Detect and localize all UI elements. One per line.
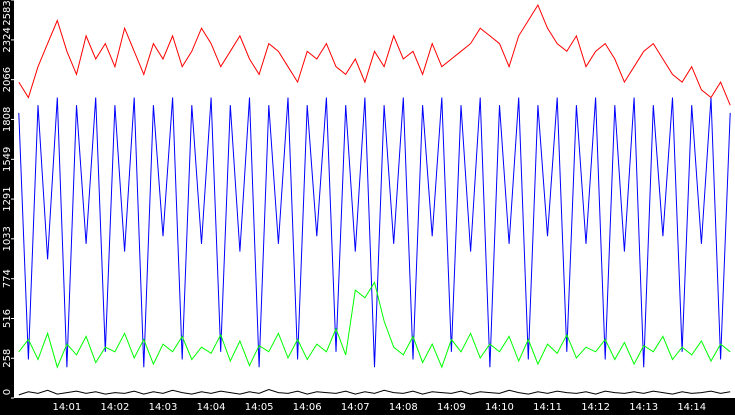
x-tick-label: 14:13 [629, 402, 658, 413]
y-tick-label: 1291 [2, 186, 13, 211]
x-tick-label: 14:05 [245, 402, 274, 413]
x-tick-label: 14:07 [341, 402, 370, 413]
y-tick-label: 1808 [2, 107, 13, 132]
x-tick-label: 14:12 [581, 402, 610, 413]
series-line [18, 388, 731, 396]
y-tick-label: 774 [2, 269, 13, 288]
y-tick-label: 1033 [2, 226, 13, 251]
y-tick-label: 2066 [2, 67, 13, 92]
x-tick-label: 14:09 [437, 402, 466, 413]
x-tick-label: 14:06 [293, 402, 322, 413]
x-tick-label: 14:14 [677, 402, 706, 413]
x-tick-label: 14:03 [149, 402, 178, 413]
y-tick-label: 1549 [2, 147, 13, 172]
plot-area [14, 0, 735, 398]
y-tick-label: 0 [2, 389, 13, 395]
x-tick-label: 14:01 [52, 402, 81, 413]
y-tick-label: 2583 [2, 0, 13, 25]
y-tick-label: 2324 [2, 27, 13, 52]
series-line [18, 97, 731, 368]
x-tick-label: 14:02 [101, 402, 130, 413]
series-line [18, 4, 731, 106]
x-tick-label: 14:08 [389, 402, 418, 413]
y-tick-label: 258 [2, 349, 13, 368]
x-tick-label: 14:10 [485, 402, 514, 413]
series-line [18, 281, 731, 369]
x-tick-label: 14:04 [197, 402, 226, 413]
y-tick-label: 516 [2, 309, 13, 328]
x-tick-label: 14:11 [533, 402, 562, 413]
